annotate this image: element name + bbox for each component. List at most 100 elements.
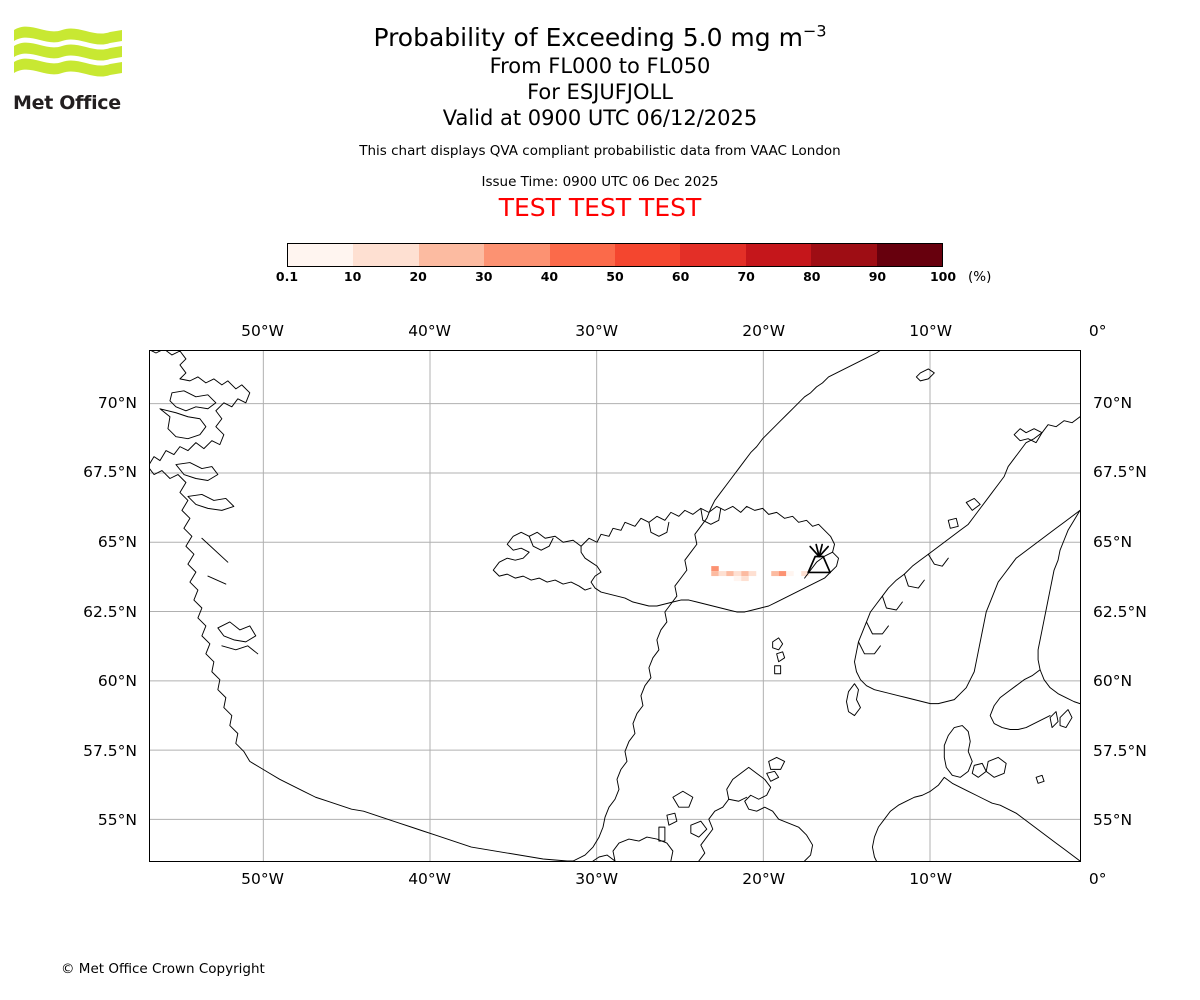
lat-label-left-67.5°N: 67.5°N [83,463,137,482]
colorbar-tick-20: 20 [409,269,427,284]
coastline-sweden-south [989,669,1051,730]
ash-cell-2 [718,571,727,577]
lat-label-right-65°N: 65°N [1093,533,1133,551]
ash-cell-12 [801,571,809,577]
coastline-skye [690,820,708,838]
colorbar-gradient [287,243,943,267]
coastline-hebrides-3 [658,826,666,842]
colorbar-tick-90: 90 [868,269,887,284]
ash-cell-0 [711,566,719,572]
ash-probability-cells [711,566,809,582]
lat-label-right-62.5°N: 62.5°N [1093,602,1147,621]
probability-colorbar: 0.1 10 20 30 40 50 60 70 80 90 100 [276,243,956,284]
title-main-text: Probability of Exceeding 5.0 mg m [373,23,803,52]
title-volcano-name: For ESJUFJOLL [527,80,673,104]
colorbar-segment-5 [615,244,681,266]
coastline-scotland-inner [728,796,748,802]
coastline-greenland-east [572,351,881,861]
ash-cell-5 [741,571,749,577]
title-flight-levels: From FL000 to FL050 [489,54,711,78]
coastline-bornholm [1035,774,1045,784]
lon-label-top-10°W: 10°W [909,322,953,340]
coastline-great-britain [698,766,814,861]
colorbar-segment-2 [418,244,485,266]
lat-label-left-70°N: 70°N [97,393,137,412]
qva-note: This chart displays QVA compliant probab… [359,143,841,159]
lat-label-left-62.5°N: 62.5°N [83,602,137,621]
coastline-norway-island-1 [965,497,981,511]
coastline-oland [1049,711,1059,728]
lat-label-left-65°N: 65°N [97,533,137,551]
ash-cell-7 [733,576,742,582]
coastline-greenland-streak-2 [207,575,227,585]
coastline-hebrides-2 [666,812,678,826]
colorbar-tick-80: 80 [803,269,821,284]
coastline-iceland-north-inlet [648,521,670,537]
coastline-hebrides [672,790,694,808]
met-office-wordmark: Met Office [13,92,121,114]
lon-label-top-20°W: 20°W [742,322,786,340]
map-gridlines [150,351,1080,861]
lat-label-left-55°N: 55°N [97,811,137,830]
coastline-norway [854,416,1080,705]
coastline-greenland-islands [169,390,217,412]
lon-label-top-0°: 0° [1088,322,1107,340]
coastline-greenland-south-detail [217,621,257,643]
title-valid-time: Valid at 0900 UTC 06/12/2025 [442,106,758,130]
volcano-marker-group[interactable] [807,543,831,574]
coastline-faroe-islands-2 [776,651,786,663]
met-office-wave-icon [14,26,122,77]
coastline-iceland-north-inlet-2 [700,507,722,525]
colorbar-segment-6 [680,244,746,266]
coastline-orkney [768,756,786,770]
colorbar-tick-50: 50 [606,269,624,284]
logo-wave-band-2 [14,42,122,61]
colorbar-segment-7 [745,244,812,266]
colorbar-segment-9 [876,244,943,266]
volcano-icon-plume-3 [818,545,829,558]
lon-label-bottom-30°W: 30°W [575,870,619,888]
colorbar-tick-0.1: 0.1 [275,269,299,284]
lat-label-left-57.5°N: 57.5°N [83,741,137,760]
coastline-northern-europe [871,776,1080,861]
lon-label-top-40°W: 40°W [408,322,451,340]
volcano-icon-body [807,555,831,574]
coastlines [150,351,1080,861]
issue-time: Issue Time: 0900 UTC 06 Dec 2025 [481,174,719,190]
coastline-greenland-fjord-1 [159,408,207,440]
ash-cell-10 [778,571,787,577]
coastline-faroe-islands [772,637,784,651]
coastline-norway-island-2 [947,517,959,529]
coastline-ireland [592,836,674,861]
coastline-orkney-2 [766,770,780,782]
coastline-greenland [150,351,574,861]
logo-wave-band-3 [14,58,122,77]
lon-label-bottom-40°W: 40°W [408,870,451,888]
coastline-shetland [846,683,861,717]
coastline-faroe-islands-3 [774,665,782,675]
volcano-icon-plume-2 [818,543,824,558]
coastline-denmark-zealand [985,756,1007,778]
ash-cell-8 [741,576,749,582]
page-title: Probability of Exceeding 5.0 mg m−3 [150,22,1050,53]
colorbar-tick-70: 70 [737,269,755,284]
coastline-denmark-jutland [943,725,973,778]
met-office-logo: Met Office [12,22,124,114]
lon-label-top-30°W: 30°W [575,322,619,340]
coastline-iceland-west-inlet [528,535,554,551]
map-plot-area[interactable] [149,350,1081,862]
colorbar-units-label: (%) [968,269,992,285]
volcano-icon-plume-1 [815,543,821,558]
colorbar-segment-1 [353,244,419,266]
coastline-greenland-fjord-3 [187,493,235,511]
coastline-iceland-westfjords [492,531,592,591]
lon-label-bottom-20°W: 20°W [742,870,786,888]
ash-cell-3 [726,571,734,577]
lon-label-bottom-10°W: 10°W [909,870,953,888]
chart-title-block: Probability of Exceeding 5.0 mg m−3 From… [150,22,1050,223]
colorbar-tick-40: 40 [540,269,559,284]
colorbar-tick-30: 30 [475,269,493,284]
lon-label-bottom-50°W: 50°W [241,870,284,888]
colorbar-segment-0 [288,244,354,266]
lat-label-left-60°N: 60°N [97,672,137,691]
